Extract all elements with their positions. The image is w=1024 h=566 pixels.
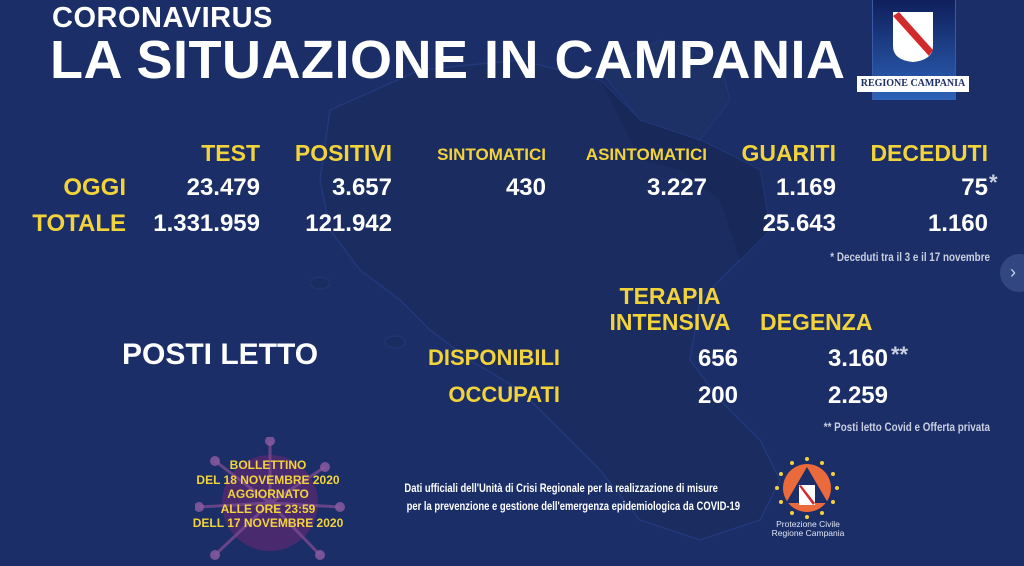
source-note: Dati ufficiali dell'Unità di Crisi Regio… (370, 480, 750, 516)
oggi-deceduti: 75 (961, 174, 988, 201)
source-line-1: Dati ufficiali dell'Unità di Crisi Regio… (404, 483, 718, 495)
col-header-sintomatici: SINTOMATICI (437, 145, 546, 164)
oggi-guariti: 1.169 (775, 174, 836, 201)
col-header-deceduti: DECEDUTI (870, 140, 988, 166)
protezione-civile-label: Protezione Civile Regione Campania (760, 520, 856, 538)
row-label-occupati: OCCUPATI (448, 382, 560, 407)
bulletin-line-2: DEL 18 NOVEMBRE 2020 (196, 472, 340, 487)
disponibili-terapia-intensiva: 656 (697, 345, 738, 372)
bulletin-line-4: ALLE ORE 23:59 (220, 501, 316, 516)
deceduti-footnote: * Deceduti tra il 3 e il 17 novembre (830, 250, 990, 264)
degenza-double-asterisk: ** (891, 342, 909, 367)
page-title: LA SITUAZIONE IN CAMPANIA (50, 30, 846, 90)
bulletin-info: BOLLETTINO DEL 18 NOVEMBRE 2020 AGGIORNA… (178, 458, 358, 531)
protezione-civile-logo (775, 457, 839, 519)
totale-guariti: 25.643 (762, 210, 836, 237)
next-slide-button[interactable]: › (1000, 254, 1024, 292)
pc-label-line-2: Regione Campania (771, 528, 845, 538)
row-label-disponibili: DISPONIBILI (427, 345, 560, 370)
col-header-intensiva: INTENSIVA (609, 309, 731, 335)
col-header-test: TEST (201, 140, 260, 166)
kicker-title: CORONAVIRUS (52, 2, 273, 34)
oggi-positivi: 3.657 (331, 174, 392, 201)
logo-label: REGIONE CAMPANIA (857, 76, 969, 92)
pc-label-line-1: Protezione Civile (776, 519, 840, 529)
oggi-sintomatici: 430 (505, 174, 546, 201)
col-header-positivi: POSITIVI (294, 140, 392, 166)
bulletin-line-1: BOLLETTINO (229, 458, 307, 472)
coronavirus-icon (195, 437, 345, 560)
col-header-terapia: TERAPIA (619, 283, 721, 309)
totale-deceduti: 1.160 (927, 210, 988, 237)
oggi-test: 23.479 (186, 174, 260, 201)
chevron-right-icon: › (1010, 262, 1016, 282)
campania-shield-icon (893, 12, 933, 62)
row-label-totale: TOTALE (32, 210, 126, 237)
col-header-degenza: DEGENZA (760, 309, 873, 335)
posti-letto-title: POSTI LETTO (122, 338, 319, 371)
occupati-degenza: 2.259 (827, 382, 888, 409)
totale-test: 1.331.959 (153, 210, 260, 237)
source-line-2: per la prevenzione e gestione dell'emerg… (406, 501, 741, 513)
totale-positivi: 121.942 (305, 210, 392, 237)
occupati-terapia-intensiva: 200 (697, 382, 738, 409)
bulletin-line-5: DELL 17 NOVEMBRE 2020 (192, 516, 344, 530)
row-label-oggi: OGGI (63, 174, 126, 201)
bulletin-line-3: AGGIORNATO (227, 487, 309, 501)
col-header-asintomatici: ASINTOMATICI (585, 145, 707, 164)
col-header-guariti: GUARITI (741, 140, 836, 166)
oggi-asintomatici: 3.227 (646, 174, 707, 201)
posti-letto-footnote: ** Posti letto Covid e Offerta privata (823, 420, 990, 434)
deceduti-asterisk: * (989, 170, 998, 195)
regione-campania-logo: REGIONE CAMPANIA (857, 0, 969, 100)
disponibili-degenza: 3.160 (827, 345, 888, 372)
